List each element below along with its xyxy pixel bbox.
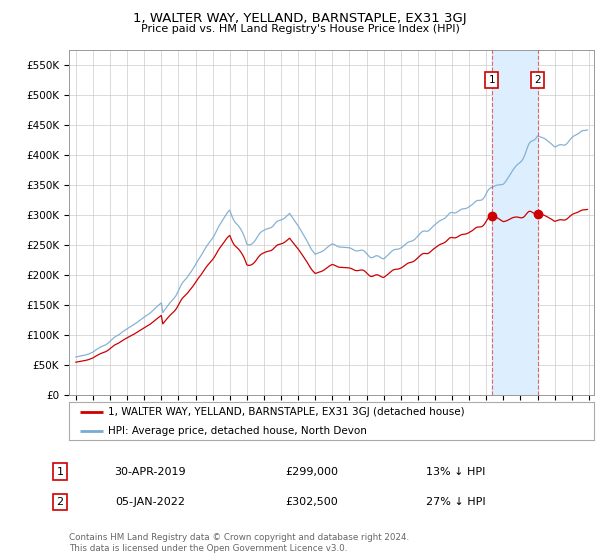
Text: 1, WALTER WAY, YELLAND, BARNSTAPLE, EX31 3GJ: 1, WALTER WAY, YELLAND, BARNSTAPLE, EX31… bbox=[133, 12, 467, 25]
Text: 05-JAN-2022: 05-JAN-2022 bbox=[115, 497, 185, 507]
Bar bbox=[492, 50, 538, 395]
Text: 1: 1 bbox=[56, 466, 64, 477]
Text: £302,500: £302,500 bbox=[286, 497, 338, 507]
Text: 1, WALTER WAY, YELLAND, BARNSTAPLE, EX31 3GJ (detached house): 1, WALTER WAY, YELLAND, BARNSTAPLE, EX31… bbox=[109, 407, 465, 417]
Text: 13% ↓ HPI: 13% ↓ HPI bbox=[427, 466, 485, 477]
Text: HPI: Average price, detached house, North Devon: HPI: Average price, detached house, Nort… bbox=[109, 426, 367, 436]
Text: 30-APR-2019: 30-APR-2019 bbox=[114, 466, 186, 477]
Text: 27% ↓ HPI: 27% ↓ HPI bbox=[426, 497, 486, 507]
Text: 1: 1 bbox=[488, 76, 495, 85]
Text: Price paid vs. HM Land Registry's House Price Index (HPI): Price paid vs. HM Land Registry's House … bbox=[140, 24, 460, 34]
Text: £299,000: £299,000 bbox=[286, 466, 338, 477]
Text: 2: 2 bbox=[534, 76, 541, 85]
Text: 2: 2 bbox=[56, 497, 64, 507]
Text: Contains HM Land Registry data © Crown copyright and database right 2024.
This d: Contains HM Land Registry data © Crown c… bbox=[69, 533, 409, 553]
